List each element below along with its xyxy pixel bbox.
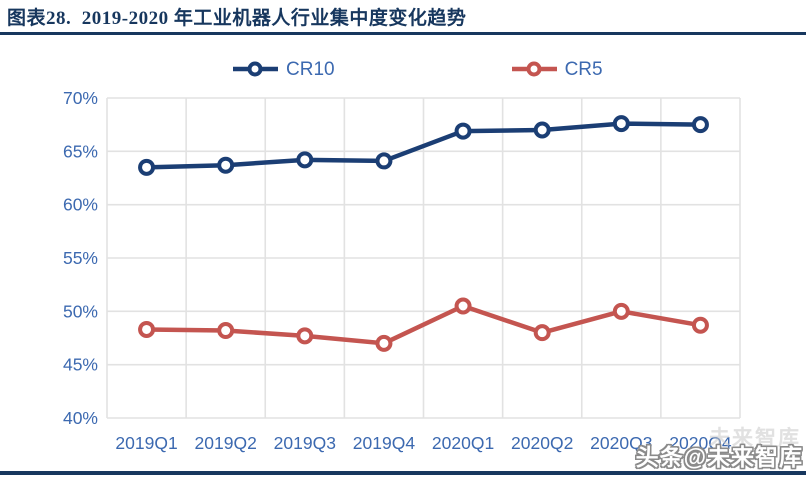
- data-point-cr5-2020Q4: [691, 316, 709, 334]
- data-point-cr10-2020Q1: [454, 122, 472, 140]
- x-tick-label: 2019Q4: [353, 433, 416, 453]
- y-tick-label: 55%: [63, 248, 98, 268]
- data-point-cr5-2019Q4: [375, 334, 393, 352]
- data-point-cr5-2020Q1: [454, 297, 472, 315]
- data-point-cr5-2019Q3: [296, 327, 314, 345]
- series-line-cr5: [144, 303, 703, 346]
- x-tick-label: 2020Q1: [432, 433, 494, 453]
- title-divider: [0, 32, 806, 35]
- data-point-cr10-2019Q1: [138, 158, 156, 176]
- footer-divider: [0, 471, 806, 475]
- y-tick-label: 65%: [63, 141, 98, 161]
- data-point-cr10-2019Q3: [296, 151, 314, 169]
- data-point-cr10-2019Q4: [375, 152, 393, 170]
- legend-item-cr5: CR5: [511, 60, 603, 79]
- y-tick-label: 60%: [63, 195, 98, 215]
- y-tick-label: 45%: [63, 355, 98, 375]
- data-point-cr10-2020Q3: [612, 115, 630, 133]
- x-tick-label: 2020Q3: [590, 433, 652, 453]
- data-point-cr5-2020Q3: [612, 302, 630, 320]
- data-point-cr5-2019Q1: [138, 320, 156, 338]
- data-point-cr10-2020Q2: [533, 121, 551, 139]
- y-tick-label: 70%: [63, 88, 98, 108]
- data-point-cr10-2019Q2: [217, 156, 235, 174]
- legend-item-cr10: CR10: [232, 60, 335, 79]
- x-tick-label: 2020Q2: [511, 433, 573, 453]
- legend-label-cr5: CR5: [564, 58, 603, 80]
- data-point-cr10-2020Q4: [691, 116, 709, 134]
- legend-label-cr10: CR10: [286, 58, 335, 80]
- y-tick-label: 50%: [63, 301, 98, 321]
- cr10-line-marker-icon: [233, 61, 278, 77]
- chart-legend: CR10 CR5: [0, 54, 806, 84]
- cr5-line-marker-icon: [511, 61, 557, 77]
- data-point-cr5-2019Q2: [217, 322, 235, 340]
- x-tick-label: 2019Q3: [274, 433, 336, 453]
- x-tick-label: 2020Q4: [669, 433, 732, 453]
- data-point-cr5-2020Q2: [533, 324, 551, 342]
- chart-title: 图表28. 2019-2020 年工业机器人行业集中度变化趋势: [7, 8, 467, 29]
- y-tick-label: 40%: [63, 408, 98, 428]
- x-tick-label: 2019Q2: [195, 433, 257, 453]
- series-line-cr10: [144, 121, 703, 170]
- x-tick-label: 2019Q1: [115, 433, 177, 453]
